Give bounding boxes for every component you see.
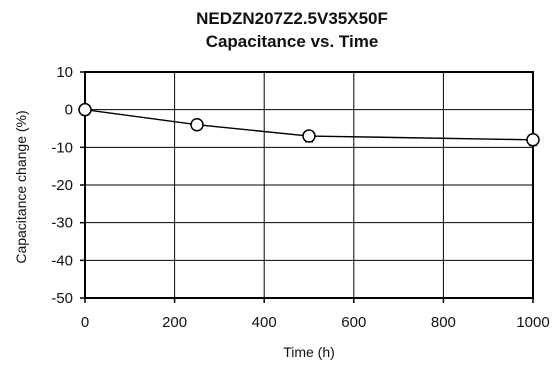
x-tick-label: 400 bbox=[252, 314, 277, 331]
grid bbox=[84, 71, 534, 299]
y-tick-label: 10 bbox=[56, 64, 73, 81]
x-tick-label: 1000 bbox=[516, 314, 549, 331]
y-tick-label: -30 bbox=[51, 215, 73, 232]
series-0-point bbox=[302, 129, 316, 143]
y-tick-label: 0 bbox=[65, 102, 73, 119]
y-tick-label: -20 bbox=[51, 177, 73, 194]
chart-subtitle: Capacitance vs. Time bbox=[206, 32, 379, 51]
y-axis-label: Capacitance change (%) bbox=[13, 110, 29, 263]
x-tick-label: 800 bbox=[431, 314, 456, 331]
series-layer bbox=[78, 102, 540, 147]
axis-ticks: 10 0 -10 -20 -30 -40 -50 0 200 400 600 800 1000 bbox=[51, 64, 549, 331]
y-tick-label: -50 bbox=[51, 290, 73, 307]
x-tick-label: 0 bbox=[81, 314, 89, 331]
series-0-point bbox=[78, 102, 92, 117]
y-tick-label: -10 bbox=[51, 139, 73, 156]
series-0-point bbox=[190, 117, 204, 132]
series-0-line bbox=[84, 108, 534, 141]
x-tick-label: 200 bbox=[162, 314, 187, 331]
series-0-point bbox=[526, 133, 540, 147]
x-tick-label: 600 bbox=[341, 314, 366, 331]
y-tick-label: -40 bbox=[51, 252, 73, 269]
chart-title: NEDZN207Z2.5V35X50F bbox=[196, 9, 388, 28]
x-axis-label: Time (h) bbox=[283, 344, 335, 360]
